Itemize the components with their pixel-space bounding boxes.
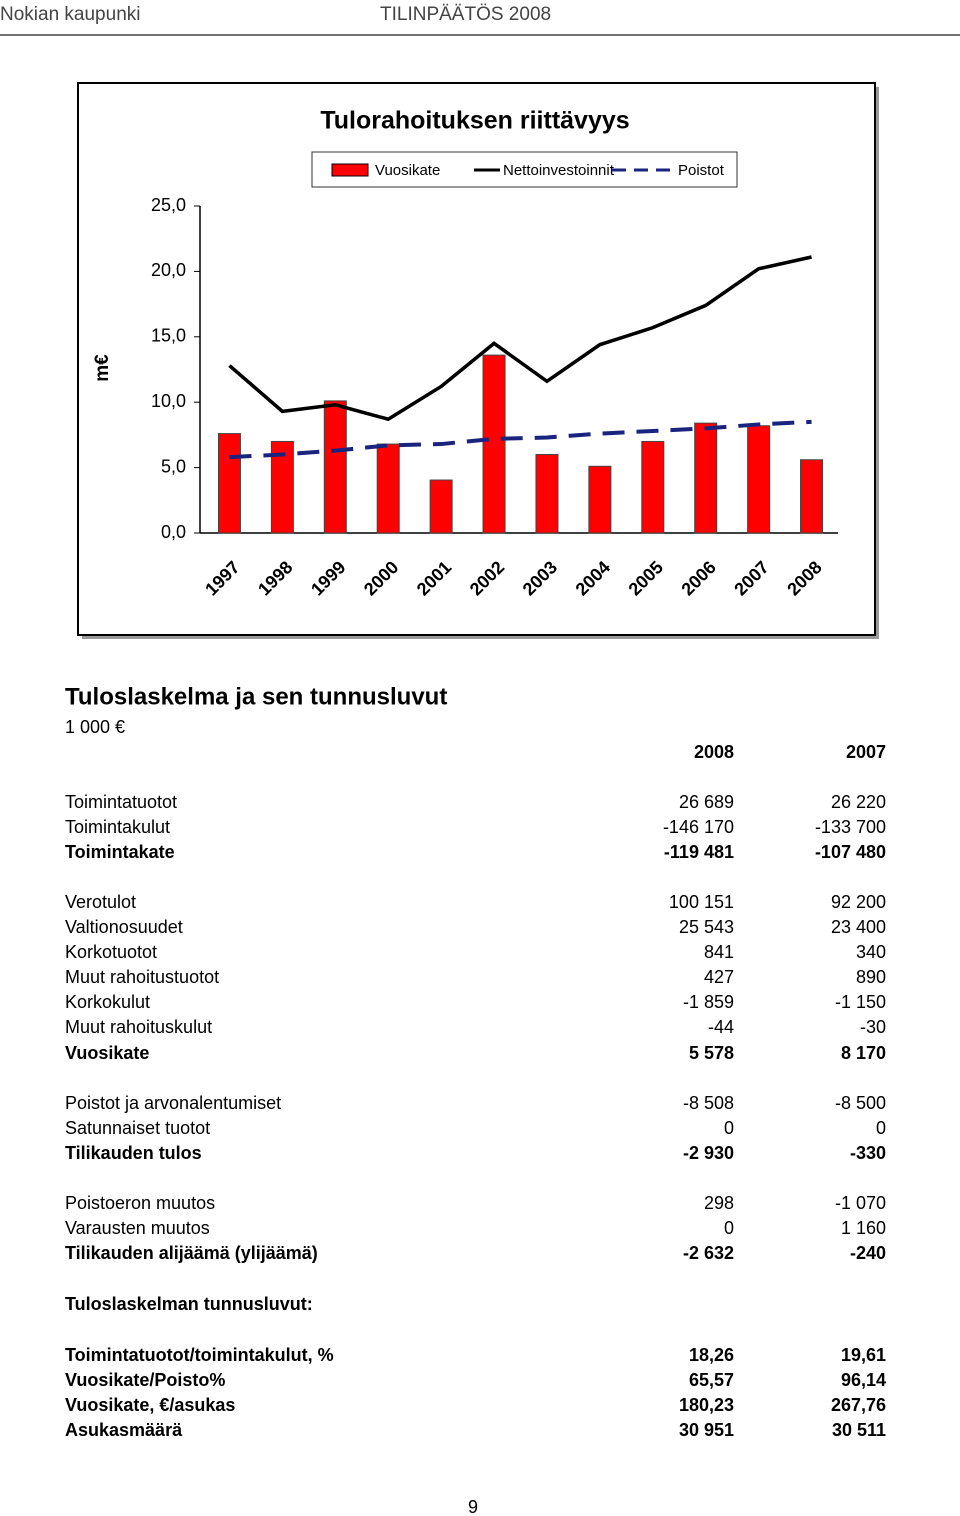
header-center: TILINPÄÄTÖS 2008 [380,4,551,25]
y-tick-label: 10,0 [151,391,186,411]
cell: 267,76 [831,1395,886,1415]
section-title: Tuloslaskelman tunnusluvut: [65,1294,313,1314]
y-tick-label: 20,0 [151,260,186,280]
cell: -133 700 [815,817,886,837]
cell: -1 070 [835,1193,886,1213]
cell: 841 [704,942,734,962]
bar [588,465,612,534]
table-title: Tuloslaskelma ja sen tunnusluvut [65,683,447,710]
cell: -330 [850,1143,886,1163]
row-label: Vuosikate, €/asukas [65,1395,235,1415]
cell: -1 859 [683,992,734,1012]
cell: 8 170 [841,1043,886,1063]
cell: 100 151 [669,892,734,912]
bar [217,433,241,534]
bar [482,354,506,534]
row-label: Muut rahoitustuotot [65,967,219,987]
bar [800,459,824,534]
cell: 23 400 [831,917,886,937]
cell: 0 [876,1118,886,1138]
row-label: Korkotuotot [65,942,157,962]
cell: 30 951 [679,1420,734,1440]
row-label: Muut rahoituskulut [65,1017,212,1037]
column-header: 2007 [846,742,886,762]
row-label: Verotulot [65,892,136,912]
legend-swatch [331,163,369,177]
line [228,255,812,422]
legend-label: Vuosikate [375,162,440,179]
cell: 0 [724,1218,734,1238]
cell: 96,14 [841,1370,886,1390]
cell: -8 500 [835,1093,886,1113]
cell: -107 480 [815,842,886,862]
bar [376,443,400,534]
cell: 30 511 [832,1420,886,1440]
bar [323,400,347,534]
bar [270,440,294,534]
cell: 25 543 [679,917,734,937]
cell: 18,26 [689,1345,734,1365]
table-unit: 1 000 € [65,717,125,737]
row-label: Toimintatuotot [65,792,177,812]
row-label: Satunnaiset tuotot [65,1118,210,1138]
cell: 26 689 [679,792,734,812]
cell: -8 508 [683,1093,734,1113]
cell: 5 578 [689,1043,734,1063]
row-label: Tilikauden tulos [65,1143,202,1163]
y-axis-label: m€ [92,354,113,382]
cell: -119 481 [664,842,734,862]
row-label: Tilikauden alijäämä (ylijäämä) [65,1243,318,1263]
cell: -2 632 [683,1243,734,1263]
cell: 65,57 [689,1370,734,1390]
row-label: Toimintakulut [65,817,170,837]
row-label: Korkokulut [65,992,150,1012]
bar [641,440,665,534]
y-tick-label: 25,0 [151,195,186,215]
row-label: Toimintakate [65,842,175,862]
dashed-line [229,419,812,460]
row-label: Toimintatuotot/toimintakulut, % [65,1345,334,1365]
cell: 19,61 [841,1345,886,1365]
row-label: Asukasmäärä [65,1420,183,1440]
cell: -240 [850,1243,886,1263]
cell: 340 [856,942,886,962]
column-header: 2008 [694,742,734,762]
cell: 180,23 [679,1395,734,1415]
header-left: Nokian kaupunki [0,4,140,25]
legend-label: Nettoinvestoinnit [503,162,615,179]
bar [535,454,559,534]
cell: 1 160 [841,1218,886,1238]
y-tick-label: 15,0 [151,326,186,346]
row-label: Vuosikate/Poisto% [65,1370,225,1390]
cell: -146 170 [663,817,734,837]
cell: 92 200 [831,892,886,912]
cell: 0 [724,1118,734,1138]
cell: -1 150 [835,992,886,1012]
bar [429,479,453,534]
cell: -44 [708,1017,734,1037]
cell: 26 220 [831,792,886,812]
row-label: Poistot ja arvonalentumiset [65,1093,281,1113]
y-tick-label: 0,0 [161,522,186,542]
y-tick-label: 5,0 [161,456,186,476]
row-label: Poistoeron muutos [65,1193,215,1213]
row-label: Varausten muutos [65,1218,210,1238]
cell: 427 [704,967,734,987]
chart-title: Tulorahoituksen riittävyys [320,107,629,135]
bar [747,425,771,534]
row-label: Vuosikate [65,1043,149,1063]
cell: -2 930 [683,1143,734,1163]
cell: 298 [704,1193,734,1213]
bar [694,422,718,534]
legend-label: Poistot [678,162,725,179]
row-label: Valtionosuudet [65,917,183,937]
cell: 890 [856,967,886,987]
page-number: 9 [468,1497,478,1516]
cell: -30 [860,1017,886,1037]
